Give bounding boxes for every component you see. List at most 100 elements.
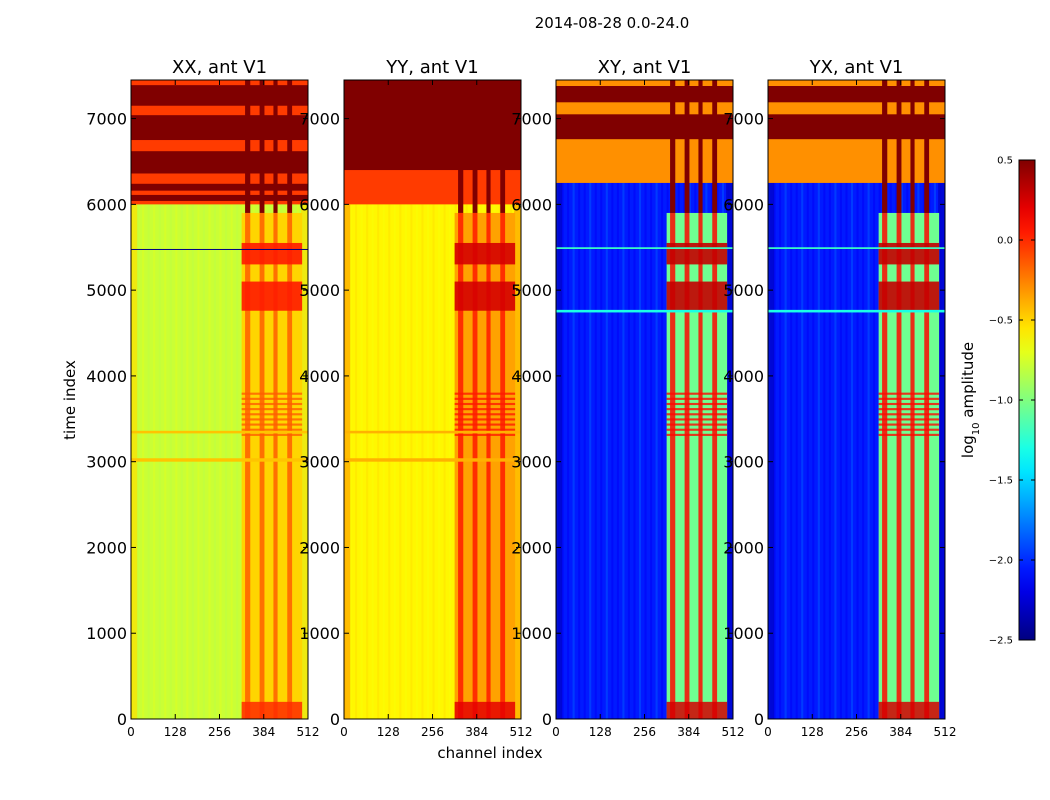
heatmap-saturated-column	[259, 80, 265, 213]
heatmap-stripe	[377, 80, 380, 719]
heatmap-saturated-band	[131, 115, 308, 141]
x-tick-label: 384	[677, 725, 700, 739]
heatmap-stripe	[382, 80, 385, 719]
heatmap-streak	[241, 428, 303, 431]
heatmap-stripe	[349, 80, 352, 719]
heatmap-streak	[241, 418, 303, 421]
heatmap-saturated-column	[670, 80, 676, 213]
x-tick-label: 0	[340, 725, 348, 739]
heatmap-stripe	[834, 80, 837, 719]
heatmap-stripe	[169, 80, 172, 719]
y-tick-label: 7000	[723, 110, 764, 129]
heatmap-stripe	[136, 80, 139, 719]
heatmap-line	[344, 458, 521, 462]
heatmap-stripe	[202, 80, 205, 719]
heatmap-streak	[878, 397, 940, 400]
y-tick-label: 1000	[86, 624, 127, 643]
figure-title: 2014-08-28 0.0-24.0	[535, 14, 690, 32]
heatmap-stripe	[443, 80, 446, 719]
heatmap-saturated-band	[131, 151, 308, 174]
heatmap-streak	[666, 428, 728, 431]
heatmap-rfi-block	[878, 281, 940, 311]
heatmap-stripe	[158, 80, 161, 719]
heatmap-rfi-column	[486, 212, 491, 719]
heatmap-streak	[666, 402, 728, 406]
heatmap-stripe	[147, 80, 150, 719]
heatmap-stripe	[432, 80, 435, 719]
heatmap-saturated-column	[698, 80, 703, 213]
x-tick-label: 256	[208, 725, 231, 739]
y-tick-label: 5000	[86, 281, 127, 300]
colorbar: 0.5 0.0 −0.5 −1.0 −1.5 −2.0 −2.5 log10 amplitud…	[959, 156, 1036, 647]
heatmap-stripe	[449, 80, 452, 719]
x-tick-label: 512	[510, 725, 533, 739]
heatmap-stripe	[164, 80, 167, 719]
heatmap-stripe	[773, 80, 776, 719]
heatmap-stripe	[784, 80, 787, 719]
heatmap-stripe	[633, 80, 636, 719]
heatmap-saturated-column	[896, 80, 902, 213]
heatmap-rfi-block	[666, 281, 728, 311]
heatmap-streak	[454, 392, 516, 395]
panel-title: YX, ant V1	[809, 57, 904, 78]
y-tick-label: 4000	[86, 367, 127, 386]
y-tick-label: 0	[117, 710, 127, 729]
heatmap-saturated-column	[273, 80, 278, 213]
heatmap-saturated-band	[131, 85, 308, 106]
heatmap-stripe	[225, 80, 228, 719]
y-tick-label: 3000	[299, 453, 340, 472]
heatmap-stripe	[230, 80, 233, 719]
heatmap-stripe	[355, 80, 358, 719]
heatmap-line	[131, 458, 308, 462]
heatmap-rfi-block	[241, 281, 303, 311]
heatmap-stripe	[850, 80, 854, 719]
y-tick-label: 7000	[299, 110, 340, 129]
heatmap-streak	[666, 418, 728, 421]
heatmap-streak	[454, 413, 516, 416]
heatmap-edge	[556, 80, 563, 719]
heatmap-stripe	[213, 80, 217, 719]
heatmap-stripe	[622, 80, 625, 719]
x-tick-label: 256	[421, 725, 444, 739]
heatmap-rfi-column	[472, 212, 478, 719]
colorbar-tick-label: 0.5	[997, 156, 1013, 167]
heatmap-stripe	[236, 80, 239, 719]
heatmap-saturated-column	[458, 80, 464, 213]
heatmap-streak	[666, 397, 728, 400]
x-tick-label: 128	[801, 725, 824, 739]
y-tick-label: 2000	[86, 538, 127, 557]
heatmap-stripe	[600, 80, 603, 719]
heatmap-stripe	[790, 80, 793, 719]
heatmap-saturated-band	[131, 183, 308, 191]
heatmap-stripe	[153, 80, 156, 719]
heatmap-stripe	[578, 80, 581, 719]
heatmap-rfi-block	[454, 242, 516, 265]
heatmap-saturated-column	[882, 80, 888, 213]
heatmap-rfi-block	[878, 242, 940, 265]
x-tick-label: 384	[889, 725, 912, 739]
y-tick-label: 0	[542, 710, 552, 729]
heatmap-saturated-column	[924, 80, 930, 213]
heatmap-stripe	[806, 80, 809, 719]
heatmap-streak	[878, 408, 940, 411]
heatmap-stripe	[191, 80, 194, 719]
heatmap-stripe	[567, 80, 570, 719]
heatmap-stripe	[393, 80, 396, 719]
heatmap-streak	[666, 433, 728, 436]
x-tick-label: 128	[164, 725, 187, 739]
panel-xy: XY, ant V1 0 1000 2000 3000 4000 5000 6000 7000 0…	[511, 57, 744, 739]
heatmap-streak	[878, 428, 940, 431]
heatmap-stripe	[438, 80, 441, 719]
heatmap-stripe	[399, 80, 402, 719]
heatmap-rfi-block	[878, 701, 940, 719]
heatmap-rfi-column	[245, 212, 251, 719]
heatmap-stripe	[605, 80, 608, 719]
heatmap-stripe	[845, 80, 848, 719]
heatmap-stripe	[817, 80, 820, 719]
heatmap-streak	[241, 402, 303, 406]
heatmap-streak	[241, 408, 303, 411]
heatmap-streak	[878, 392, 940, 395]
heatmap-rfi-block	[666, 242, 728, 265]
heatmap-stripe	[856, 80, 859, 719]
